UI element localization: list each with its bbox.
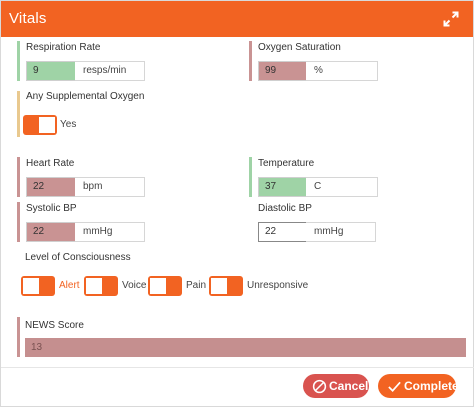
consciousness-label: Level of Consciousness [25,252,131,263]
dialog-title: Vitals [9,10,47,27]
oxygen-saturation-label: Oxygen Saturation [258,42,341,53]
toggle-knob [23,278,39,294]
consciousness-option-label: Alert [59,280,80,291]
status-bar-abnormal [17,157,20,197]
systolic-bp-field: Systolic BP 22 mmHg [17,202,147,244]
status-bar-normal [17,41,20,81]
news-score-value: 13 [25,338,466,357]
expand-arrows-icon[interactable] [443,11,459,27]
status-bar-abnormal [17,317,20,357]
supplemental-oxygen-field: Any Supplemental Oxygen Yes [17,91,217,139]
status-bar-abnormal [17,202,20,242]
ban-icon [312,378,327,402]
oxygen-saturation-field: Oxygen Saturation 99 % [249,41,379,83]
consciousness-toggle-voice[interactable] [84,276,118,296]
respiration-rate-unit: resps/min [75,61,145,81]
supplemental-oxygen-toggle-label: Yes [60,119,77,130]
respiration-rate-label: Respiration Rate [26,42,101,53]
diastolic-bp-unit: mmHg [306,222,376,242]
heart-rate-label: Heart Rate [26,158,75,169]
consciousness-option-label: Unresponsive [247,280,309,291]
supplemental-oxygen-toggle[interactable] [23,115,57,135]
consciousness-toggle-pain[interactable] [148,276,182,296]
temperature-unit: C [306,177,378,197]
toggle-knob [211,278,227,294]
consciousness-option-label: Voice [122,280,147,291]
temperature-label: Temperature [258,158,315,169]
status-bar-normal [249,157,252,197]
oxygen-saturation-unit: % [306,61,378,81]
systolic-bp-label: Systolic BP [26,203,77,214]
complete-button[interactable]: Complete [378,374,459,398]
systolic-bp-unit: mmHg [75,222,145,242]
oxygen-saturation-input[interactable]: 99 [258,61,308,81]
news-score-label: NEWS Score [25,320,84,331]
toggle-knob [39,117,55,133]
checkmark-icon [387,378,402,402]
heart-rate-field: Heart Rate 22 bpm [17,157,147,199]
status-bar-warning [17,91,20,137]
toggle-knob [86,278,102,294]
complete-button-label: Complete [404,379,459,393]
cancel-button[interactable]: Cancel [303,374,369,398]
consciousness-toggle-alert[interactable] [21,276,55,296]
footer-divider [1,367,474,368]
dialog-header: Vitals [1,1,473,37]
toggle-knob [150,278,166,294]
status-bar-abnormal [249,41,252,81]
heart-rate-unit: bpm [75,177,145,197]
temperature-input[interactable]: 37 [258,177,308,197]
consciousness-toggle-unresponsive[interactable] [209,276,243,296]
diastolic-bp-label: Diastolic BP [258,203,312,214]
diastolic-bp-field: Diastolic BP 22 mmHg [249,202,379,244]
cancel-button-label: Cancel [329,379,369,393]
supplemental-oxygen-label: Any Supplemental Oxygen [26,91,145,102]
diastolic-bp-input[interactable]: 22 [258,222,308,242]
temperature-field: Temperature 37 C [249,157,379,199]
respiration-rate-field: Respiration Rate 9 resps/min [17,41,147,83]
consciousness-option-label: Pain [186,280,207,291]
